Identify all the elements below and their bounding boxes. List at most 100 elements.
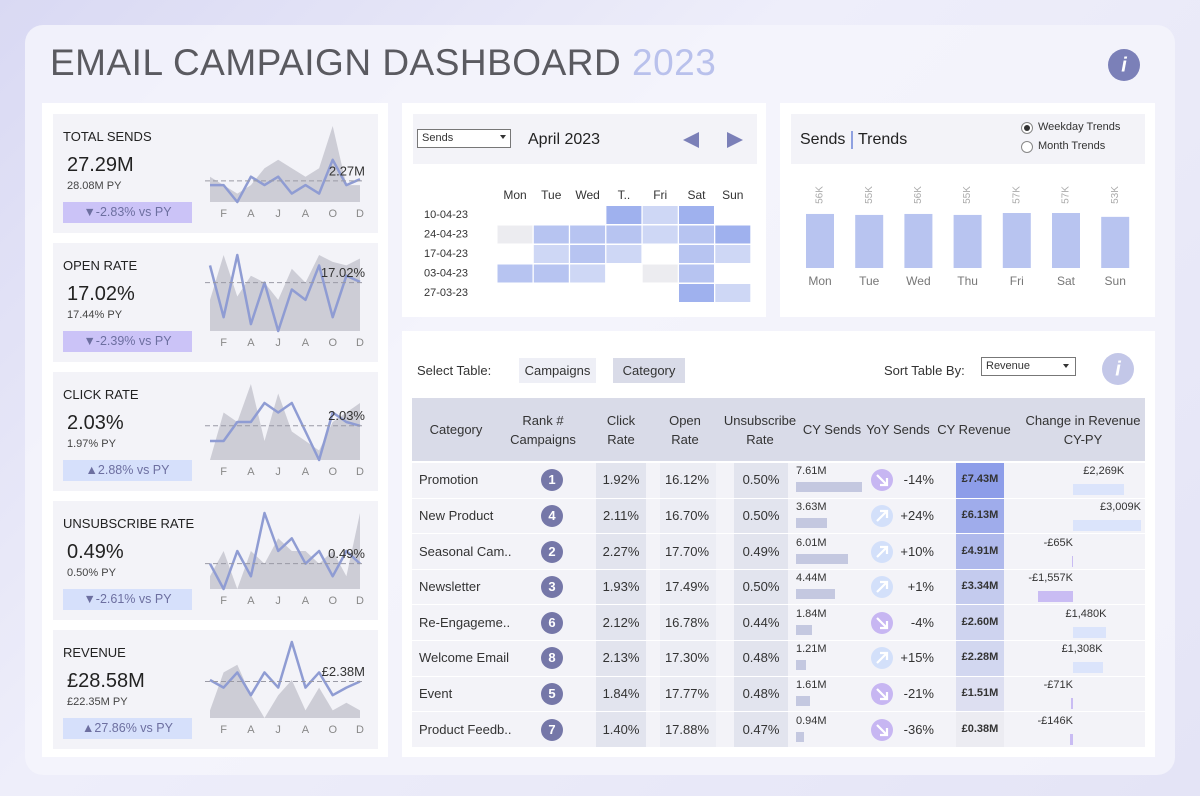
end-label: 0.49% — [328, 546, 365, 561]
heat-cell — [715, 284, 751, 302]
yoy-arrow — [871, 718, 893, 741]
bar-value-label: 55K — [864, 186, 875, 204]
kpi-value: 0.49% — [67, 541, 124, 563]
bar-value-label: 57K — [1061, 186, 1072, 204]
radio-label[interactable]: Weekday Trends — [1038, 121, 1121, 133]
rank-badge: 8 — [541, 647, 563, 670]
sparkline-line — [208, 511, 361, 591]
column-band — [660, 534, 716, 569]
month-label: F — [220, 466, 227, 478]
cell-click-rate: 2.12% — [602, 614, 640, 630]
heat-cell — [679, 245, 714, 263]
trends-header — [791, 114, 1145, 164]
cy-revenue-label: £4.91M — [961, 544, 999, 557]
month-label: D — [356, 724, 364, 736]
info-button[interactable]: i — [1107, 48, 1141, 82]
month-label: D — [356, 337, 364, 349]
bar — [1002, 213, 1031, 268]
cy-revenue-cell — [956, 712, 1004, 747]
trends-separator — [851, 131, 853, 149]
arrow-glyph — [876, 723, 889, 736]
change-bar — [1071, 697, 1073, 709]
week-label: 17-04-23 — [424, 248, 468, 260]
heat-cell — [606, 206, 642, 224]
month-label: A — [247, 595, 255, 607]
column-header: CY Revenue — [937, 422, 1011, 437]
sort-dropdown[interactable]: Revenue — [981, 357, 1076, 376]
column-header: Open Rate — [669, 412, 701, 447]
bar — [1101, 216, 1130, 268]
week-label: 10-04-23 — [424, 209, 468, 221]
yoy-arrow — [871, 576, 893, 599]
change-bar — [1071, 555, 1074, 567]
bar — [953, 214, 982, 268]
column-band — [734, 676, 788, 712]
calendar-nav[interactable] — [680, 128, 750, 152]
column-header: Category — [429, 422, 483, 437]
heat-cell — [533, 245, 569, 263]
cell-unsub-rate: 0.49% — [742, 543, 780, 559]
kpi-py: £22.35M PY — [67, 696, 128, 708]
cy-revenue-label: £1.51M — [961, 686, 999, 699]
bar-value-label: 56K — [913, 186, 924, 204]
table-info-button[interactable]: i — [1101, 352, 1135, 386]
kpi-change: ▲2.88% vs PY — [63, 460, 192, 481]
cy-sends-bar — [796, 695, 810, 706]
change-bar — [1073, 662, 1103, 674]
column-band — [596, 534, 646, 569]
month-label: D — [356, 595, 364, 607]
radio-button[interactable] — [1020, 140, 1034, 154]
bar-value-label: 55K — [962, 186, 973, 204]
cy-sends-bar — [796, 517, 828, 528]
cell-click-rate: 2.11% — [603, 507, 639, 523]
kpi-change: ▲27.86% vs PY — [63, 718, 192, 739]
bar — [806, 213, 834, 268]
radio-label[interactable]: Month Trends — [1038, 140, 1106, 152]
cy-revenue-cell — [956, 569, 1004, 605]
cell-click-rate: 2.27% — [602, 543, 640, 559]
month-label: J — [275, 466, 281, 478]
cell-unsub-rate: 0.50% — [742, 507, 780, 523]
cell-click-rate: 1.93% — [602, 579, 640, 595]
cy-revenue-label: £7.43M — [961, 473, 999, 486]
column-band — [596, 498, 646, 534]
cy-revenue-cell — [956, 534, 1004, 569]
kpi-change: ▼-2.61% vs PY — [63, 589, 192, 610]
yoy-arrow — [871, 469, 893, 492]
column-band — [660, 498, 716, 534]
column-band — [596, 463, 646, 498]
column-header: Unsubscribe Rate — [723, 412, 797, 447]
cy-revenue-cell — [956, 498, 1004, 534]
table-header-bg — [412, 398, 1145, 461]
heat-cell — [606, 225, 642, 244]
rank-badge: 7 — [541, 718, 563, 741]
radio-button[interactable] — [1020, 121, 1034, 135]
month-label: J — [275, 595, 281, 607]
cell-category: Product Feedb.. — [419, 721, 512, 737]
sparkline: 17.02% F A J A O D — [205, 253, 365, 349]
cy-revenue-cell — [956, 676, 1004, 712]
cell-open-rate: 16.70% — [664, 507, 710, 523]
metric-dropdown[interactable]: Sends — [417, 129, 511, 148]
change-label: -£71K — [1043, 678, 1073, 691]
change-label: £1,308K — [1061, 643, 1103, 656]
day-label: Mon — [503, 188, 526, 202]
heat-cell — [642, 264, 678, 283]
yoy-arrow — [871, 504, 893, 527]
kpi-value: 27.29M — [67, 154, 134, 176]
bar — [1052, 213, 1080, 268]
month-label: A — [302, 208, 310, 220]
bar-value-label: 57K — [1011, 186, 1022, 204]
yoy-label: -4% — [910, 614, 934, 630]
table-tab[interactable]: Category — [613, 358, 685, 383]
cell-category: Welcome Email — [419, 650, 510, 666]
cy-sends-label: 4.44M — [796, 572, 827, 585]
column-band — [596, 641, 646, 676]
x-tick-label: Wed — [906, 274, 930, 288]
bar — [904, 213, 933, 268]
column-band — [734, 641, 788, 676]
column-band — [734, 498, 788, 534]
column-header: CY Sends — [802, 422, 862, 437]
table-tab[interactable]: Campaigns — [519, 358, 596, 383]
column-band — [660, 641, 716, 676]
